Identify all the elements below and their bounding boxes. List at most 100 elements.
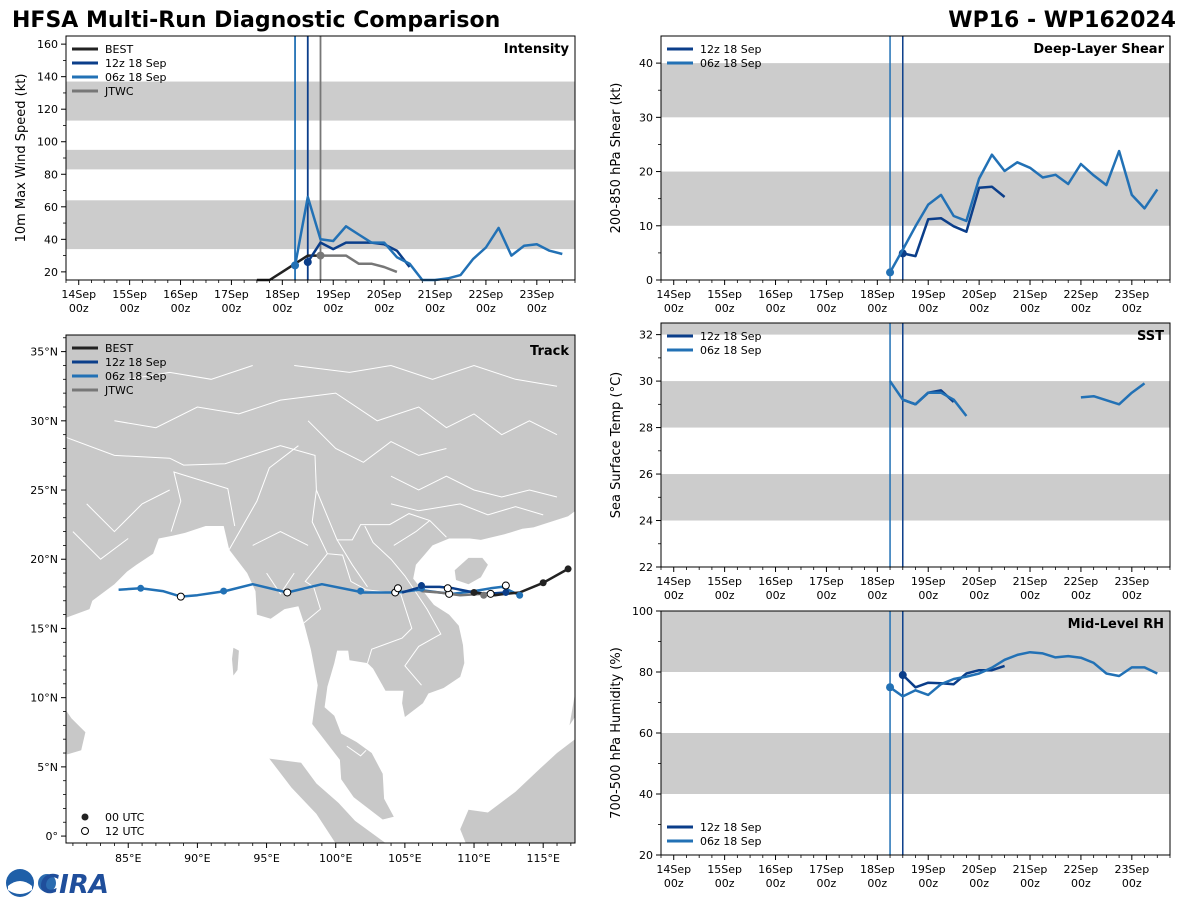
admin-border	[336, 539, 368, 588]
threshold-band	[661, 323, 1170, 335]
admin-border	[252, 531, 309, 546]
plot-frame	[660, 610, 1171, 856]
x-tick-hour-label: 00z	[1071, 589, 1091, 602]
threshold-band	[661, 63, 1170, 118]
x-tick-hour-label: 00z	[817, 877, 837, 890]
lat-tick-label: 5°N	[37, 761, 58, 774]
admin-border	[364, 525, 442, 686]
x-tick-hour-label: 00z	[766, 877, 786, 890]
panel-title: Deep-Layer Shear	[1033, 42, 1164, 57]
andaman-islands	[232, 647, 239, 676]
series-start-marker	[886, 683, 895, 692]
legend-label: 06z 18 Sep	[105, 370, 167, 383]
series-line-0	[902, 185, 1006, 258]
sst-panel: 14Sep00z15Sep00z16Sep00z17Sep00z18Sep00z…	[609, 322, 1171, 602]
x-tick-hour-label: 00z	[1020, 302, 1040, 315]
track-marker-00utc	[417, 582, 425, 590]
threshold-band	[661, 733, 1170, 794]
x-tick-day-label: 20Sep	[367, 288, 402, 301]
lat-tick-label: 30°N	[30, 415, 58, 428]
series-start-marker	[886, 268, 895, 277]
marker-legend-label: 00 UTC	[105, 811, 145, 824]
y-tick-label: 140	[37, 71, 58, 84]
hainan-island	[454, 557, 488, 585]
y-tick-label: 30	[639, 111, 653, 124]
y-tick-label: 100	[632, 605, 653, 618]
x-tick-day-label: 16Sep	[758, 288, 793, 301]
x-tick-day-label: 21Sep	[1013, 863, 1048, 876]
lat-tick-label: 15°N	[30, 622, 58, 635]
x-tick-day-label: 16Sep	[163, 288, 198, 301]
x-tick-day-label: 14Sep	[656, 863, 691, 876]
legend-filled-marker	[81, 813, 89, 821]
x-tick-hour-label: 00z	[1071, 302, 1091, 315]
lon-tick-label: 100°E	[319, 852, 352, 865]
x-tick-hour-label: 00z	[766, 302, 786, 315]
x-tick-hour-label: 00z	[272, 302, 292, 315]
legend-label: BEST	[105, 342, 133, 355]
lon-tick-label: 85°E	[115, 852, 141, 865]
x-tick-hour-label: 00z	[664, 589, 684, 602]
threshold-band	[661, 171, 1170, 226]
lat-tick-label: 20°N	[30, 553, 58, 566]
x-tick-hour-label: 00z	[1071, 877, 1091, 890]
y-tick-label: 20	[639, 849, 653, 862]
x-tick-day-label: 20Sep	[962, 288, 997, 301]
panel-title: SST	[1137, 329, 1164, 344]
admin-border	[346, 745, 367, 757]
x-tick-day-label: 20Sep	[962, 575, 997, 588]
x-tick-hour-label: 00z	[766, 589, 786, 602]
borneo-island	[460, 739, 575, 843]
x-tick-day-label: 18Sep	[860, 288, 895, 301]
x-tick-day-label: 17Sep	[809, 575, 844, 588]
x-tick-hour-label: 00z	[1122, 877, 1142, 890]
track-marker-12utc	[486, 589, 495, 598]
track-marker-12utc	[283, 588, 292, 597]
lon-tick-label: 90°E	[184, 852, 210, 865]
x-tick-day-label: 23Sep	[519, 288, 554, 301]
rh-panel: 14Sep00z15Sep00z16Sep00z17Sep00z18Sep00z…	[609, 605, 1171, 890]
x-tick-hour-label: 00z	[715, 589, 735, 602]
x-tick-day-label: 23Sep	[1114, 288, 1149, 301]
x-tick-day-label: 22Sep	[1064, 575, 1099, 588]
y-tick-label: 28	[639, 422, 653, 435]
y-axis-label: 10m Max Wind Speed (kt)	[14, 74, 29, 243]
track-marker-00utc	[470, 588, 478, 596]
y-tick-label: 40	[639, 788, 653, 801]
sri-lanka	[66, 710, 86, 755]
lon-tick-label: 95°E	[253, 852, 279, 865]
threshold-band	[661, 611, 1170, 672]
y-tick-label: 22	[639, 561, 653, 574]
x-tick-hour-label: 00z	[1020, 877, 1040, 890]
plot-frame	[65, 334, 576, 844]
admin-border	[114, 392, 558, 436]
legend-label: BEST	[105, 43, 133, 56]
y-tick-label: 30	[639, 375, 653, 388]
y-tick-label: 24	[639, 515, 653, 528]
sumatra-island	[269, 758, 386, 843]
x-tick-day-label: 21Sep	[418, 288, 453, 301]
y-axis-label: Sea Surface Temp (°C)	[609, 372, 624, 519]
x-tick-day-label: 15Sep	[707, 288, 742, 301]
x-tick-day-label: 19Sep	[911, 575, 946, 588]
x-tick-day-label: 22Sep	[1064, 288, 1099, 301]
series-line-1	[888, 149, 1159, 274]
lat-tick-label: 35°N	[30, 346, 58, 359]
palawan-tip	[569, 693, 575, 726]
lat-tick-label: 0°	[46, 830, 59, 843]
admin-border	[128, 365, 253, 380]
x-tick-hour-label: 00z	[817, 302, 837, 315]
marker-legend-label: 12 UTC	[105, 825, 145, 838]
x-tick-hour-label: 00z	[425, 302, 445, 315]
y-tick-label: 40	[44, 233, 58, 246]
track-marker-12utc	[176, 592, 185, 601]
legend-label: 12z 18 Sep	[105, 57, 167, 70]
legend-label: 12z 18 Sep	[700, 821, 762, 834]
intensity-panel: 14Sep00z15Sep00z16Sep00z17Sep00z18Sep00z…	[14, 35, 576, 315]
x-tick-day-label: 15Sep	[707, 575, 742, 588]
y-tick-label: 32	[639, 329, 653, 342]
y-tick-label: 60	[639, 727, 653, 740]
y-tick-label: 100	[37, 136, 58, 149]
x-tick-hour-label: 00z	[664, 877, 684, 890]
